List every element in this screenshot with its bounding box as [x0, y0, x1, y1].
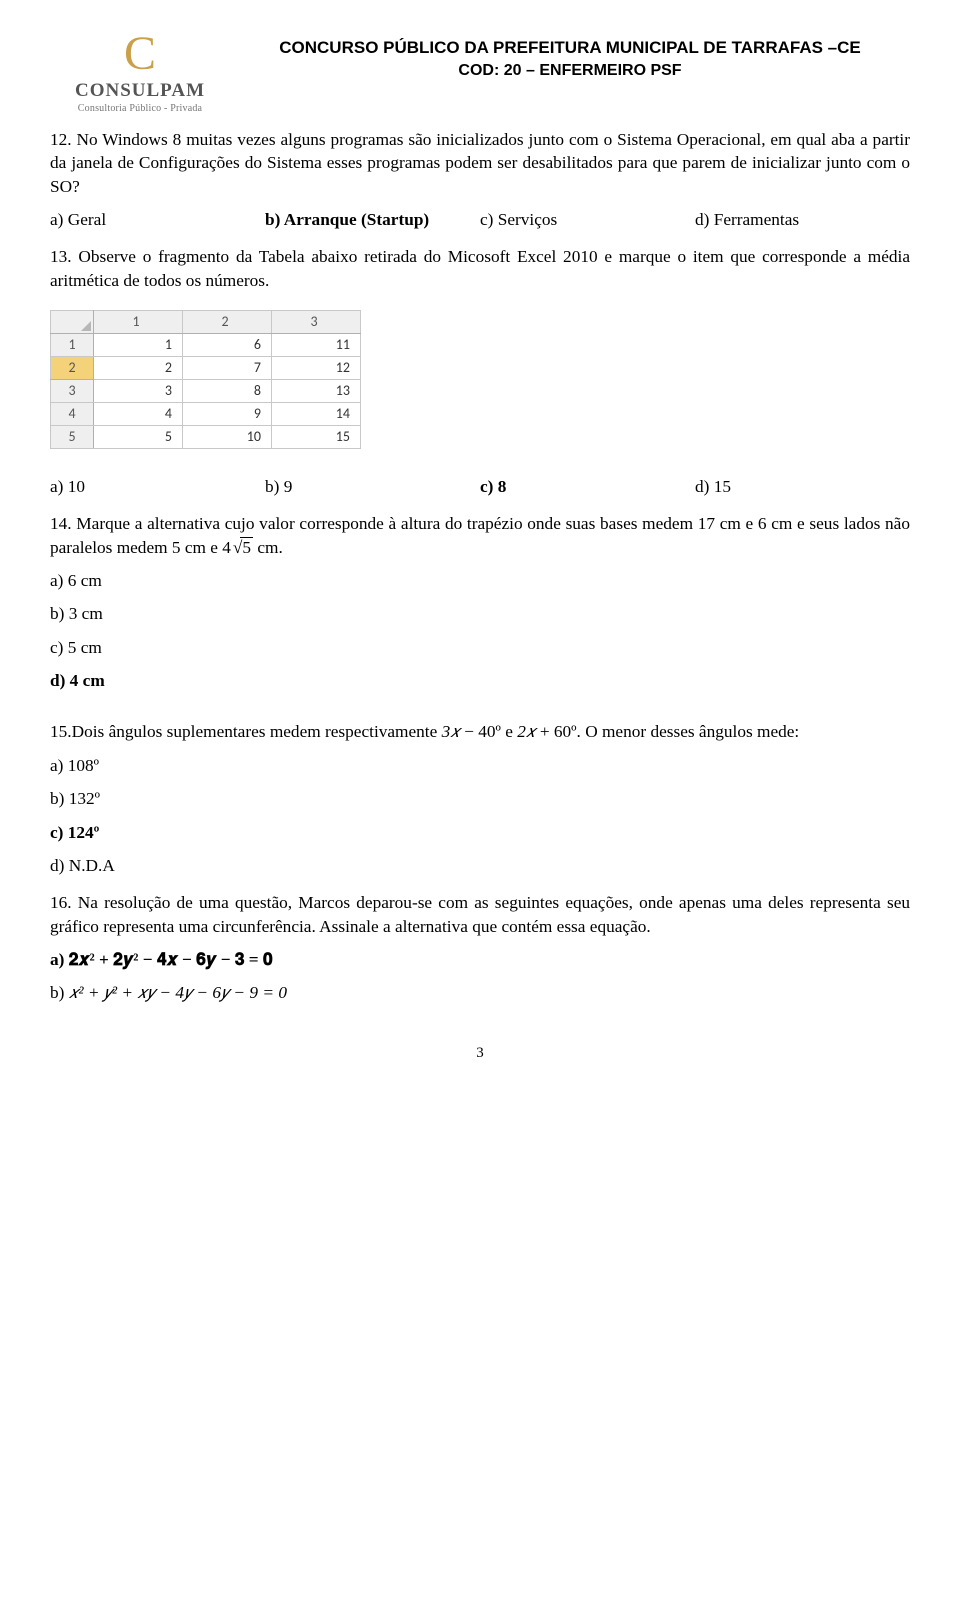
q14-option-a: a) 6 cm — [50, 569, 910, 592]
header: C CONSULPAM Consultoria Público - Privad… — [50, 30, 910, 114]
sqrt-icon: 5 — [231, 536, 253, 559]
q13-option-d: d) 15 — [695, 475, 910, 498]
excel-header-row: 1 2 3 — [51, 311, 361, 334]
q16-b-expr: 𝑥² + 𝑦² + 𝑥𝑦 − 4𝑦 − 6𝑦 − 9 = 0 — [69, 983, 287, 1002]
header-title-1: CONCURSO PÚBLICO DA PREFEITURA MUNICIPAL… — [230, 38, 910, 58]
header-title-2: COD: 20 – ENFERMEIRO PSF — [230, 62, 910, 80]
logo-icon: C — [50, 30, 230, 78]
excel-row-head: 4 — [51, 403, 94, 426]
excel-cell: 9 — [183, 403, 272, 426]
q14-prefix: 14. Marque a alternativa cujo valor corr… — [50, 514, 910, 556]
excel-row-head: 5 — [51, 426, 94, 449]
excel-cell: 2 — [94, 357, 183, 380]
excel-cell: 3 — [94, 380, 183, 403]
question-16-text: 16. Na resolução de uma questão, Marcos … — [50, 891, 910, 938]
excel-col-head: 3 — [272, 311, 361, 334]
q15-expr1: 3𝑥 — [442, 722, 460, 741]
excel-cell: 12 — [272, 357, 361, 380]
q15-option-a: a) 108º — [50, 754, 910, 777]
page: C CONSULPAM Consultoria Público - Privad… — [0, 0, 960, 1102]
q15-mid2: + 60º — [536, 722, 577, 741]
q13-option-a: a) 10 — [50, 475, 265, 498]
excel-corner-cell — [51, 311, 94, 334]
q16-option-a: a) 𝟐𝒙² + 𝟐𝒚² − 𝟒𝒙 − 𝟔𝒚 − 𝟑 = 𝟎 — [50, 948, 910, 971]
q15-expr2: 2𝑥 — [517, 722, 535, 741]
q16-a-prefix: a) — [50, 950, 69, 969]
q15-option-b: b) 132º — [50, 787, 910, 810]
q14-option-d: d) 4 cm — [50, 669, 910, 692]
q15-suffix: . O menor desses ângulos mede: — [577, 722, 800, 741]
excel-cell: 7 — [183, 357, 272, 380]
excel-cell: 14 — [272, 403, 361, 426]
logo-subtitle: Consultoria Público - Privada — [50, 103, 230, 114]
q14-option-c: c) 5 cm — [50, 636, 910, 659]
excel-cell: 11 — [272, 334, 361, 357]
excel-table-wrap: 1 2 3 1 1 6 11 2 2 7 12 3 — [50, 310, 910, 449]
excel-cell: 8 — [183, 380, 272, 403]
excel-row-selected: 2 2 7 12 — [51, 357, 361, 380]
q16-a-expr: 𝟐𝒙² + 𝟐𝒚² − 𝟒𝒙 − 𝟔𝒚 − 𝟑 = 𝟎 — [69, 950, 273, 969]
excel-cell: 13 — [272, 380, 361, 403]
q15-mid1: − 40º e — [460, 722, 517, 741]
q15-prefix: 15.Dois ângulos suplementares medem resp… — [50, 722, 442, 741]
question-15-text: 15.Dois ângulos suplementares medem resp… — [50, 720, 910, 743]
question-13-text: 13. Observe o fragmento da Tabela abaixo… — [50, 245, 910, 292]
q14-suffix: cm. — [253, 538, 283, 557]
excel-row: 1 1 6 11 — [51, 334, 361, 357]
excel-row: 5 5 10 15 — [51, 426, 361, 449]
logo-name: CONSULPAM — [50, 80, 230, 102]
question-12-text: 12. No Windows 8 muitas vezes alguns pro… — [50, 128, 910, 198]
q16-option-b: b) 𝑥² + 𝑦² + 𝑥𝑦 − 4𝑦 − 6𝑦 − 9 = 0 — [50, 981, 910, 1004]
excel-row: 4 4 9 14 — [51, 403, 361, 426]
excel-col-head: 2 — [183, 311, 272, 334]
q12-option-d: d) Ferramentas — [695, 208, 910, 231]
question-12-options: a) Geral b) Arranque (Startup) c) Serviç… — [50, 208, 910, 231]
excel-row-head: 2 — [51, 357, 94, 380]
question-13-options: a) 10 b) 9 c) 8 d) 15 — [50, 475, 910, 498]
q14-radicand: 5 — [240, 537, 253, 557]
q12-option-c: c) Serviços — [480, 208, 695, 231]
excel-row: 3 3 8 13 — [51, 380, 361, 403]
excel-row-head: 3 — [51, 380, 94, 403]
header-titles: CONCURSO PÚBLICO DA PREFEITURA MUNICIPAL… — [230, 30, 910, 80]
excel-cell: 10 — [183, 426, 272, 449]
excel-table: 1 2 3 1 1 6 11 2 2 7 12 3 — [50, 310, 361, 449]
logo-block: C CONSULPAM Consultoria Público - Privad… — [50, 30, 230, 114]
excel-col-head: 1 — [94, 311, 183, 334]
excel-cell: 4 — [94, 403, 183, 426]
page-number: 3 — [50, 1045, 910, 1062]
excel-cell: 5 — [94, 426, 183, 449]
q12-option-a: a) Geral — [50, 208, 265, 231]
q15-option-c: c) 124º — [50, 821, 910, 844]
content: 12. No Windows 8 muitas vezes alguns pro… — [50, 128, 910, 1005]
q13-option-b: b) 9 — [265, 475, 480, 498]
question-14-text: 14. Marque a alternativa cujo valor corr… — [50, 512, 910, 559]
excel-cell: 15 — [272, 426, 361, 449]
q12-option-b: b) Arranque (Startup) — [265, 208, 480, 231]
excel-cell: 6 — [183, 334, 272, 357]
q15-option-d: d) N.D.A — [50, 854, 910, 877]
q16-b-prefix: b) — [50, 983, 69, 1002]
excel-row-head: 1 — [51, 334, 94, 357]
excel-cell: 1 — [94, 334, 183, 357]
q14-option-b: b) 3 cm — [50, 602, 910, 625]
q13-option-c: c) 8 — [480, 475, 695, 498]
